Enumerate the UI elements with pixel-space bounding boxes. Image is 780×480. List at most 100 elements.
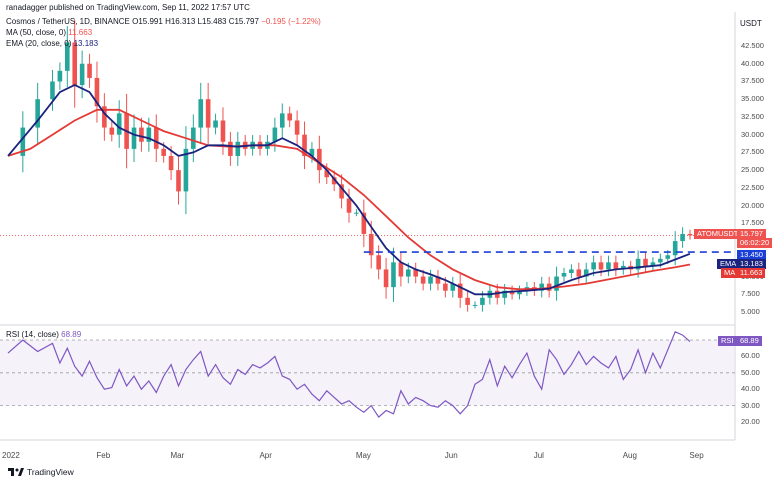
publisher-line: ranadagger published on TradingView.com,…	[6, 3, 250, 12]
symbol-line: Cosmos / TetherUS, 1D, BINANCE O15.991 H…	[6, 17, 321, 27]
time-tick-label: May	[355, 451, 371, 460]
candle-body	[598, 262, 604, 270]
time-tick-label: Apr	[259, 451, 272, 460]
candle-body	[361, 212, 367, 234]
price-tick-label: 35.000	[741, 94, 764, 104]
candle-body	[383, 269, 389, 288]
candle-body	[94, 77, 100, 107]
candle-body	[146, 127, 152, 142]
candle-body	[376, 255, 381, 270]
time-tick-label: Aug	[622, 451, 637, 460]
price-tick-label: 37.500	[741, 76, 764, 86]
candle-body	[228, 141, 233, 156]
ema-legend-value: 13.183	[73, 39, 99, 48]
candle-body	[294, 120, 300, 135]
candle-body	[354, 212, 359, 214]
candle-body	[131, 127, 137, 149]
candle-body	[191, 127, 196, 149]
candle-body	[139, 127, 144, 142]
ma-tag-value: 11.663	[737, 268, 766, 278]
candle-body	[494, 290, 500, 298]
candle-body	[613, 262, 619, 270]
low-label: L	[197, 17, 202, 26]
price-tick-label: 30.000	[741, 129, 764, 139]
candle-body	[435, 276, 441, 284]
rsi-legend-value: 68.89	[61, 330, 82, 339]
candle-body	[20, 127, 26, 156]
price-tag: 15.797	[737, 229, 766, 239]
candle-body	[398, 262, 404, 277]
open-value: 15.991	[138, 17, 163, 26]
change-value: −0.195 (−1.22%)	[261, 17, 321, 26]
candle-body	[620, 265, 626, 270]
ema-tag-label: EMA	[717, 259, 740, 269]
ma-legend: MA (50, close, 0) 11.663	[6, 28, 92, 38]
candle-body	[561, 272, 567, 277]
price-tick-label: 7.500	[741, 289, 760, 299]
time-tick-label: Mar	[170, 451, 185, 460]
price-tick-label: 32.500	[741, 111, 764, 121]
candle-body	[153, 127, 159, 149]
candle-body	[457, 283, 463, 298]
candle-body	[161, 148, 166, 156]
candle-body	[480, 297, 485, 305]
candle-body	[391, 262, 396, 288]
candle-body	[235, 141, 241, 156]
rsi-legend-label: RSI (14, close)	[6, 330, 59, 339]
time-tick-label: 2022	[2, 451, 20, 460]
level-tag: 13.450	[737, 250, 766, 260]
price-tick-label: 5.000	[741, 307, 760, 316]
candle-body	[109, 127, 115, 135]
candle-body	[465, 297, 470, 305]
candle-body	[665, 255, 671, 259]
candle-body	[72, 42, 78, 86]
candle-body	[346, 198, 352, 213]
candle-body	[658, 258, 663, 263]
candle-body	[116, 113, 122, 135]
candle-body	[672, 241, 678, 256]
candle-body	[450, 283, 456, 291]
candle-body	[57, 70, 63, 82]
rsi-tick-label: 20.00	[741, 417, 760, 426]
ema-legend: EMA (20, close, 0) 13.183	[6, 39, 98, 49]
ma-tag-label: MA	[721, 268, 739, 278]
rsi-tick-label: 40.00	[741, 384, 760, 394]
price-tick-label: 42.500	[741, 41, 764, 50]
candle-body	[302, 134, 307, 156]
price-tick-label: 20.000	[741, 200, 764, 210]
candle-body	[635, 258, 641, 270]
close-value: 15.797	[234, 17, 259, 26]
candle-body	[428, 276, 433, 284]
countdown-tag: 06:02:20	[737, 238, 773, 248]
candle-body	[198, 99, 204, 128]
ma50-line	[7, 108, 691, 291]
price-tick-label: 17.500	[741, 218, 764, 228]
time-tick-label: Sep	[689, 451, 704, 460]
candle-body	[687, 233, 693, 236]
candle-body	[606, 262, 611, 270]
ma-legend-label: MA (50, close, 0)	[6, 28, 67, 37]
rsi-legend: RSI (14, close) 68.89	[6, 330, 81, 340]
candle-body	[502, 290, 507, 298]
price-tick-label: 25.000	[741, 165, 764, 175]
rsi-tick-label: 60.00	[741, 351, 760, 361]
tradingview-logo[interactable]: TradingView	[8, 467, 74, 477]
candle-body	[420, 276, 426, 284]
ma-legend-value: 11.663	[68, 28, 93, 37]
close-label: C	[228, 17, 235, 26]
candle-body	[176, 170, 181, 192]
high-label: H	[165, 17, 171, 26]
time-tick-label: Jul	[533, 451, 544, 460]
candle-body	[79, 63, 85, 86]
ema20-line	[7, 84, 691, 296]
ema-legend-label: EMA (20, close, 0)	[6, 39, 72, 48]
candle-body	[35, 99, 40, 128]
price-tick-label: 27.500	[741, 147, 764, 157]
candle-body	[643, 258, 648, 266]
open-label: O	[132, 17, 139, 26]
candle-body	[168, 155, 174, 171]
tradingview-icon	[8, 468, 24, 476]
brand-label: TradingView	[27, 467, 74, 477]
candle-body	[680, 233, 685, 242]
